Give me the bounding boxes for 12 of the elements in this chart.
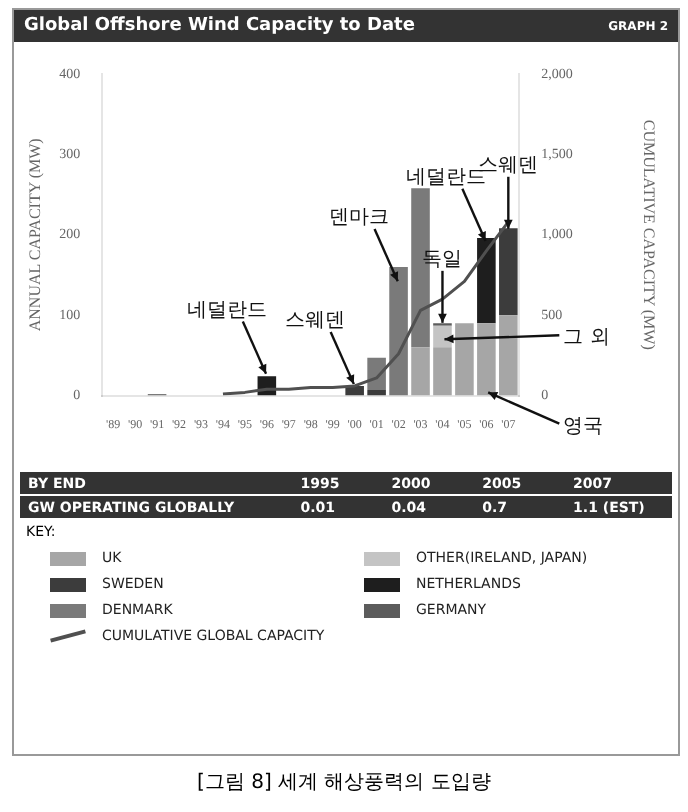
bar	[477, 238, 496, 324]
annotation: 스웨덴	[284, 309, 345, 332]
y2-axis-title: CUMULATIVE CAPACITY (MW)	[640, 119, 659, 351]
text: [그림 8] 세계 해상풍력의 도입량	[195, 770, 493, 796]
bar	[499, 228, 518, 316]
annotation: 덴마크	[328, 207, 389, 230]
chart-title: Global Offshore Wind Capacity to Date	[24, 16, 415, 36]
y-axis-title: ANNUAL CAPACITY (MW)	[25, 137, 44, 332]
annotation: 영국	[563, 415, 604, 438]
bar	[433, 325, 452, 348]
annotation: 네덜란드	[186, 299, 267, 322]
annotation: 그 외	[563, 327, 610, 350]
